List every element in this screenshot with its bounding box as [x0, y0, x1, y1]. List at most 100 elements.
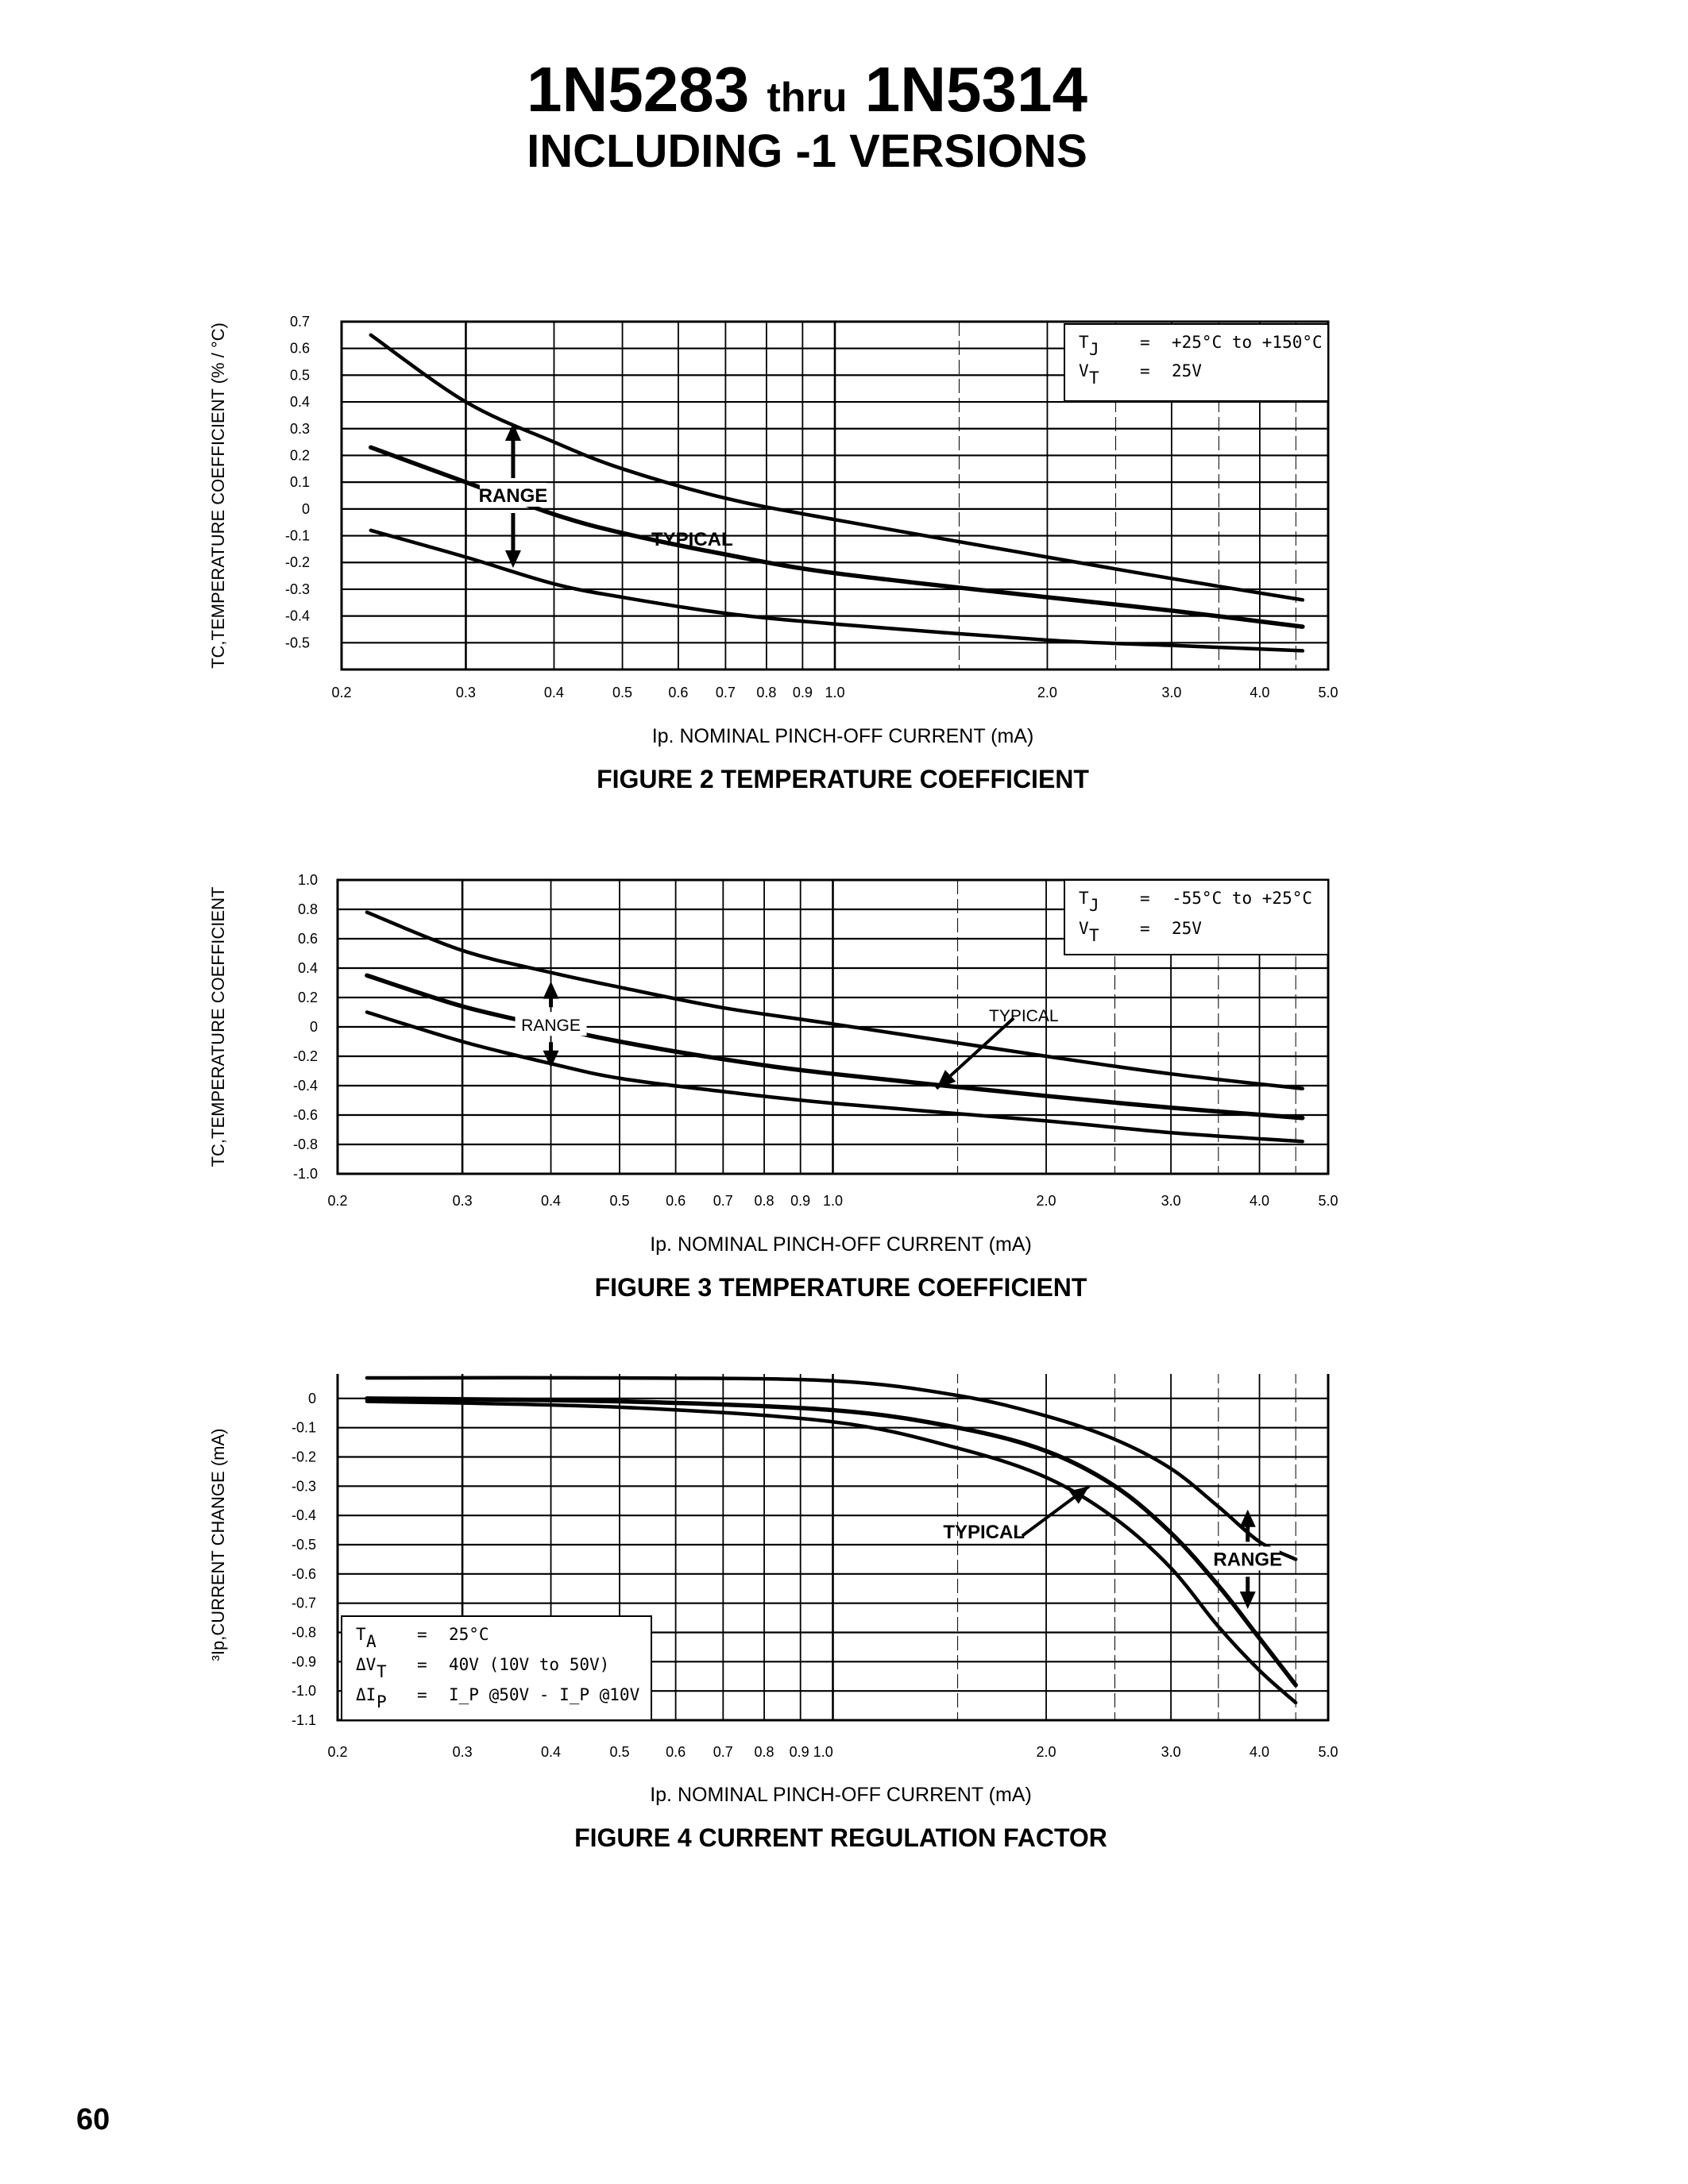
x-tick-label: 3.0 — [1161, 1193, 1181, 1209]
x-tick-label: 1.0 — [825, 685, 844, 700]
condition-subscript: P — [377, 1692, 387, 1711]
page-subtitle: INCLUDING -1 VERSIONS — [527, 125, 1087, 177]
y-tick-label: 0.4 — [298, 960, 318, 976]
condition-subscript: J — [1089, 340, 1099, 359]
y-tick-label: -0.8 — [293, 1136, 318, 1152]
x-tick-label: 0.8 — [755, 1744, 774, 1760]
condition-row: T A = 25°C — [356, 1625, 489, 1651]
y-tick-label: -0.2 — [293, 1048, 318, 1064]
y-tick-label: -0.6 — [292, 1566, 316, 1582]
y-tick-label: 0.3 — [290, 421, 310, 437]
condition-subscript: J — [1089, 896, 1099, 915]
x-tick-label: 0.3 — [456, 685, 476, 700]
x-tick-label: 3.0 — [1161, 1744, 1181, 1760]
y-tick-label: -1.1 — [292, 1712, 316, 1728]
x-tick-label: 4.0 — [1250, 1193, 1269, 1209]
y-tick-label: -1.0 — [293, 1166, 318, 1182]
series-upper-line — [369, 333, 1305, 602]
x-tick-label: 0.2 — [331, 685, 351, 700]
x-tick-label: 4.0 — [1250, 685, 1269, 700]
y-tick-label: 0.1 — [296, 1374, 316, 1377]
y-axis-label: ³Ip,CURRENT CHANGE (mA) — [208, 1429, 228, 1661]
condition-subscript: T — [377, 1662, 387, 1681]
x-tick-label: 5.0 — [1318, 1744, 1338, 1760]
condition-operator: = — [417, 1685, 427, 1704]
condition-value: 40V (10V to 50V) — [449, 1655, 609, 1674]
x-tick-label: 2.0 — [1037, 1193, 1056, 1209]
x-tick-label: 2.0 — [1037, 1744, 1056, 1760]
condition-row: V T = 25V — [1079, 361, 1202, 388]
x-tick-label: 0.2 — [327, 1193, 347, 1209]
x-axis-label: Ip. NOMINAL PINCH-OFF CURRENT (mA) — [650, 1784, 1032, 1806]
x-tick-label: 0.5 — [612, 685, 632, 700]
x-tick-label: 0.8 — [756, 685, 776, 700]
y-tick-label: 0.1 — [290, 474, 310, 490]
x-tick-label: 0.4 — [544, 685, 564, 700]
y-tick-label: -0.6 — [293, 1107, 318, 1123]
figure-caption: FIGURE 3 TEMPERATURE COEFFICIENT — [595, 1273, 1087, 1302]
range-label: RANGE — [1213, 1549, 1282, 1570]
x-tick-label: 0.5 — [609, 1193, 629, 1209]
condition-subscript: T — [1089, 369, 1099, 388]
y-tick-label: -0.8 — [292, 1625, 316, 1641]
y-axis-label: TC,TEMPERATURE COEFFICIENT — [208, 887, 228, 1167]
x-tick-label: 2.0 — [1037, 685, 1057, 700]
y-tick-label: 0.7 — [290, 314, 310, 330]
y-tick-label: -0.3 — [292, 1478, 316, 1494]
figure-2-chart: 0.7 0.6 0.5 0.4 0.3 0.2 0.1 0 -0.1 -0.2 -0.3 -0.4 -0… — [208, 314, 1338, 793]
y-tick-label: -0.5 — [285, 635, 310, 650]
range-label: RANGE — [521, 1017, 581, 1035]
y-tick-label: 0 — [302, 501, 310, 517]
x-tick-label: 4.0 — [1250, 1744, 1269, 1760]
x-tick-label: 0.6 — [668, 685, 688, 700]
x-tick-label: 0.9 — [793, 685, 813, 700]
condition-symbol: T — [1079, 889, 1089, 908]
condition-symbol: T — [356, 1625, 366, 1644]
range-arrow-head-down — [1239, 1592, 1256, 1610]
x-tick-label: 5.0 — [1318, 685, 1338, 700]
condition-symbol: V — [1079, 919, 1089, 938]
condition-value: 25°C — [449, 1625, 489, 1644]
x-tick-label: 0.7 — [713, 1193, 733, 1209]
series-lower-line — [369, 528, 1305, 653]
y-tick-label: 0.2 — [298, 990, 318, 1005]
part-to: 1N5314 — [864, 54, 1088, 125]
condition-value: 25V — [1172, 361, 1202, 380]
y-tick-label: -0.5 — [292, 1537, 316, 1553]
x-tick-label: 0.5 — [609, 1744, 629, 1760]
condition-operator: = — [1140, 361, 1150, 380]
x-tick-label: 0.2 — [327, 1744, 347, 1760]
figure-4-chart: 0.1 0 -0.1 -0.2 -0.3 -0.4 -0.5 -0.6 -0.7 -0.8 -0.9… — [208, 1374, 1338, 1852]
x-tick-label: 0.9 1.0 — [790, 1744, 833, 1760]
x-tick-label: 5.0 — [1318, 1193, 1338, 1209]
condition-subscript: T — [1089, 926, 1099, 945]
series-lower-line — [365, 1010, 1304, 1144]
y-tick-label: 0.2 — [290, 447, 310, 463]
x-tick-label: 1.0 — [823, 1193, 843, 1209]
typical-label: TYPICAL — [989, 1007, 1059, 1025]
y-tick-label: -0.1 — [285, 528, 310, 544]
condition-subscript: A — [366, 1632, 377, 1651]
y-tick-label: 0 — [310, 1019, 318, 1035]
y-tick-label: -0.4 — [292, 1507, 316, 1523]
figure-caption: FIGURE 2 TEMPERATURE COEFFICIENT — [597, 765, 1089, 793]
x-tick-label: 0.6 — [666, 1744, 686, 1760]
x-tick-label: 0.4 — [541, 1193, 561, 1209]
y-tick-label: 0.4 — [290, 394, 310, 410]
x-axis-label: Ip. NOMINAL PINCH-OFF CURRENT (mA) — [652, 725, 1034, 747]
x-tick-label: 0.4 — [541, 1744, 561, 1760]
x-tick-label: 0.9 — [790, 1193, 810, 1209]
series-upper-line — [365, 910, 1304, 1090]
y-tick-label: 0 — [308, 1391, 316, 1406]
y-axis-label: TC,TEMPERATURE COEFFICIENT (% / °C) — [208, 322, 228, 669]
condition-value: +25°C to +150°C — [1172, 333, 1323, 352]
condition-operator: = — [1140, 919, 1150, 938]
range-label-bg — [1215, 1546, 1280, 1571]
condition-operator: = — [1140, 889, 1150, 908]
y-tick-label: -0.1 — [292, 1420, 316, 1436]
condition-row: V T = 25V — [1079, 919, 1202, 945]
range-label: RANGE — [479, 485, 548, 507]
y-tick-label: 0.6 — [290, 341, 310, 357]
condition-operator: = — [1140, 333, 1150, 352]
y-tick-label: -1.0 — [292, 1683, 316, 1699]
